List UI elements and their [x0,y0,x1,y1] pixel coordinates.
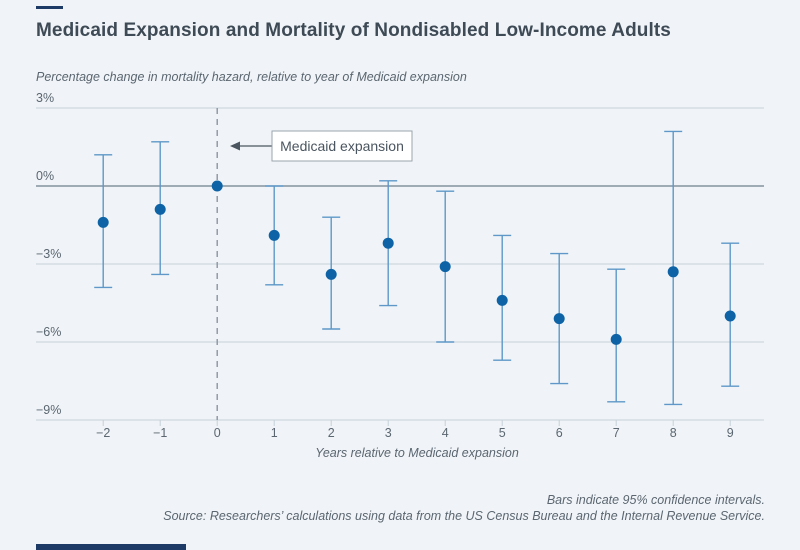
annotation-label: Medicaid expansion [280,138,404,154]
x-tick-label: 3 [385,426,392,440]
data-point [154,203,166,215]
x-tick-label: 6 [556,426,563,440]
data-point [97,216,109,228]
data-point [382,237,394,249]
chart-footnotes: Bars indicate 95% confidence intervals. … [163,492,765,524]
y-tick-label: −6% [36,325,61,339]
x-tick-label: 5 [499,426,506,440]
x-tick-label: 8 [670,426,677,440]
x-tick-label: 4 [442,426,449,440]
data-point [667,266,679,278]
brand-rule [36,6,63,9]
annotation-arrow-head-icon [230,141,240,151]
y-tick-label: −9% [36,403,61,417]
chart-subtitle: Percentage change in mortality hazard, r… [36,70,467,84]
x-tick-label: 9 [727,426,734,440]
data-point [268,229,280,241]
ci-note: Bars indicate 95% confidence intervals. [546,493,765,507]
source-note: Source: Researchers’ calculations using … [163,509,765,523]
x-tick-label: 0 [214,426,221,440]
annotation-box [271,130,413,162]
data-point [610,333,622,345]
data-point [496,294,508,306]
y-tick-label: −3% [36,247,61,261]
data-point [211,180,223,192]
brand-bar [36,544,186,550]
y-tick-label: 3% [36,91,54,105]
x-tick-label: 2 [328,426,335,440]
data-point [325,268,337,280]
chart-title: Medicaid Expansion and Mortality of Nond… [36,20,671,41]
x-axis-title: Years relative to Medicaid expansion [315,446,519,460]
data-point [724,310,736,322]
x-tick-label: −1 [153,426,167,440]
y-tick-label: 0% [36,169,54,183]
data-point [553,313,565,325]
x-tick-label: −2 [96,426,110,440]
data-point [439,261,451,273]
x-tick-label: 1 [271,426,278,440]
x-tick-label: 7 [613,426,620,440]
